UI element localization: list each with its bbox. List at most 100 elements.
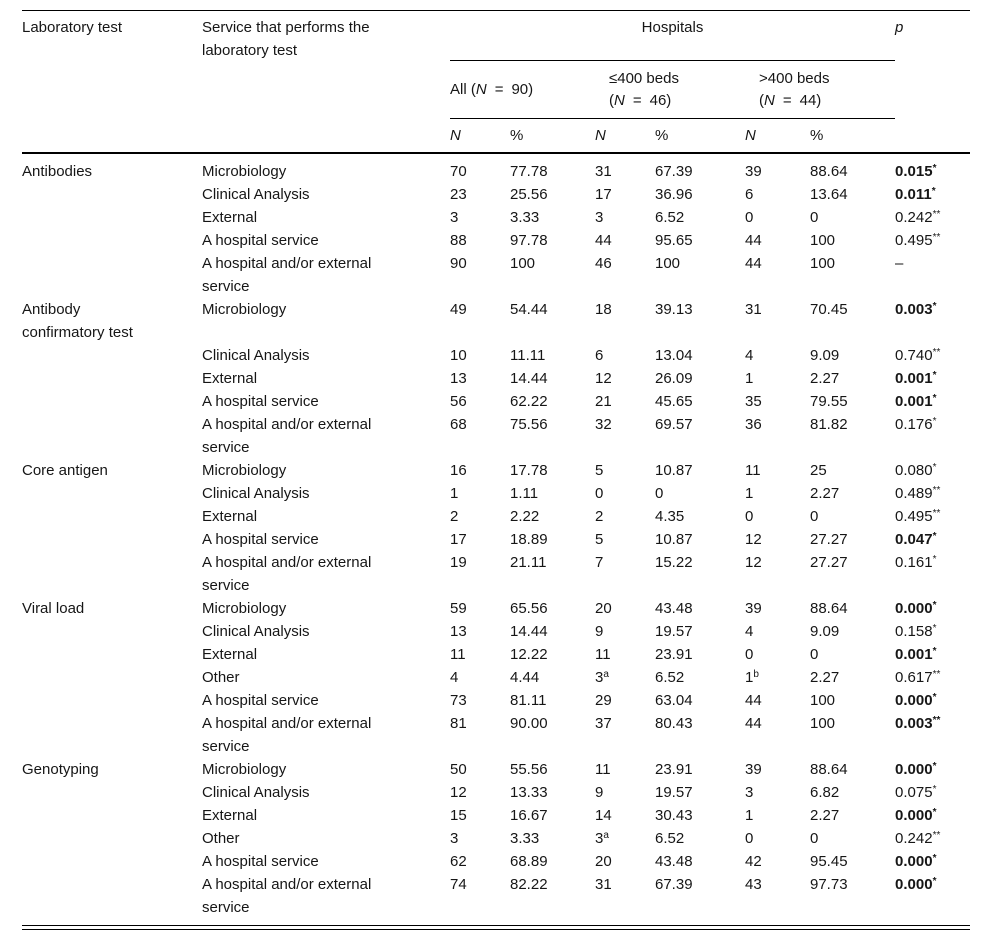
cell-p-value: 0.047* <box>895 531 937 548</box>
significance-asterisk: * <box>931 186 936 197</box>
cell-value: 3.33 <box>510 830 540 847</box>
cell-p-value: 0.001* <box>895 646 937 663</box>
cell-laboratory-test <box>22 850 202 873</box>
cell-value: 2.27 <box>810 807 840 824</box>
cell-value: 23.91 <box>655 761 693 778</box>
cell-value: 0 <box>810 508 819 525</box>
table-row: Clinical Analysis 1 1.11 0 0 1 2.27 0.489** <box>22 482 970 505</box>
cell-value: 3 <box>450 209 459 226</box>
significance-asterisk: ** <box>932 232 941 243</box>
cell-value: 74 <box>450 876 467 893</box>
cell-service: A hospital and/or external service <box>202 715 372 755</box>
table-row: Other 4 4.44 3a 6.52 1b 2.27 0.617** <box>22 666 970 689</box>
cell-value: 54.44 <box>510 301 548 318</box>
cell-value: 11 <box>450 646 466 663</box>
cell-p-value: 0.495** <box>895 232 941 249</box>
cell-value: 18 <box>595 301 612 318</box>
cell-service: A hospital and/or external service <box>202 554 372 594</box>
subheader-pct-le400: % <box>655 118 745 154</box>
cell-value: 100 <box>810 255 836 272</box>
table-row: A hospital service 88 97.78 44 95.65 44 100 0.4… <box>22 229 970 252</box>
cell-p-value: 0.617** <box>895 669 941 686</box>
cell-value: 62.22 <box>510 393 548 410</box>
table-row: A hospital and/or external service 19 21.1… <box>22 551 970 597</box>
cell-value: 35 <box>745 393 762 410</box>
cell-value: 19 <box>450 554 467 571</box>
significance-asterisk: * <box>932 646 937 657</box>
cell-value: 81.11 <box>510 692 547 709</box>
cell-value: 1b <box>745 669 759 686</box>
cell-value: 43 <box>745 876 762 893</box>
cell-laboratory-test <box>22 873 202 926</box>
cell-service: Other <box>202 830 240 847</box>
cell-value: 27.27 <box>810 531 848 548</box>
cell-value: 13 <box>450 370 467 387</box>
cell-service: Clinical Analysis <box>202 186 310 203</box>
cell-value: 6.82 <box>810 784 840 801</box>
cell-value: 88.64 <box>810 600 848 617</box>
subheader-pct-all: % <box>510 118 595 154</box>
cell-value: 14 <box>595 807 612 824</box>
cell-value: 69.57 <box>655 416 693 433</box>
cell-service: A hospital service <box>202 692 319 709</box>
cell-value: 67.39 <box>655 163 693 180</box>
cell-laboratory-test <box>22 413 202 459</box>
cell-value: 16.67 <box>510 807 548 824</box>
cell-p-value: 0.161* <box>895 554 937 571</box>
cell-p-value: 0.075* <box>895 784 937 801</box>
group-header-gt400-line2: (N = 44) <box>759 91 822 109</box>
cell-value: 44 <box>745 715 762 732</box>
cell-service: A hospital service <box>202 232 319 249</box>
cell-value: 45.65 <box>655 393 693 410</box>
group-header-le400: ≤400 beds (N = 46) <box>595 60 745 119</box>
cell-laboratory-test <box>22 344 202 367</box>
cell-laboratory-test <box>22 712 202 758</box>
cell-value: 37 <box>595 715 612 732</box>
cell-value: 18.89 <box>510 531 548 548</box>
cell-value: 46 <box>595 255 612 272</box>
table-head: Laboratory test Service that performs th… <box>22 10 971 154</box>
group-header-gt400-line1: >400 beds <box>759 69 830 87</box>
cell-value: 100 <box>810 715 836 732</box>
significance-asterisk: ** <box>932 508 941 519</box>
cell-laboratory-test <box>22 252 202 298</box>
table-row: Other 3 3.33 3a 6.52 0 0 0.242** <box>22 827 970 850</box>
cell-service: Other <box>202 669 240 686</box>
cell-laboratory-test: Genotyping <box>22 761 99 778</box>
table-frame: Laboratory test Service that performs th… <box>22 10 971 930</box>
cell-value: 2.27 <box>810 669 840 686</box>
cell-value: 11 <box>595 646 611 663</box>
table-row: Clinical Analysis 12 13.33 9 19.57 3 6.82 0.075… <box>22 781 970 804</box>
cell-p-value: 0.000* <box>895 807 937 824</box>
cell-value: 25.56 <box>510 186 548 203</box>
cell-value: 75.56 <box>510 416 548 433</box>
table-row: A hospital and/or external service 81 90.0… <box>22 712 970 758</box>
cell-value: 39 <box>745 163 762 180</box>
cell-value: 16 <box>450 462 467 479</box>
cell-value: 0 <box>595 485 604 502</box>
cell-value: 9 <box>595 623 604 640</box>
cell-value: 77.78 <box>510 163 548 180</box>
cell-laboratory-test <box>22 183 202 206</box>
table-row: Antibody confirmatory test Microbiology 49… <box>22 298 970 344</box>
cell-value: 14.44 <box>510 623 548 640</box>
cell-value: 2 <box>450 508 459 525</box>
cell-p-value: 0.000* <box>895 692 937 709</box>
cell-value: 68.89 <box>510 853 548 870</box>
cell-laboratory-test <box>22 390 202 413</box>
cell-value: 23 <box>450 186 467 203</box>
significance-asterisk: * <box>932 462 937 473</box>
cell-laboratory-test <box>22 551 202 597</box>
cell-value: 82.22 <box>510 876 548 893</box>
superscript-note: a <box>603 669 609 680</box>
cell-value: 0 <box>745 830 754 847</box>
cell-value: 12 <box>745 531 762 548</box>
cell-value: 13.04 <box>655 347 693 364</box>
cell-value: 68 <box>450 416 467 433</box>
cell-p-value: 0.176* <box>895 416 937 433</box>
cell-value: 12 <box>595 370 612 387</box>
group-header-all: All (N = 90) <box>450 60 595 119</box>
cell-p-value: 0.242** <box>895 830 941 847</box>
cell-laboratory-test <box>22 804 202 827</box>
